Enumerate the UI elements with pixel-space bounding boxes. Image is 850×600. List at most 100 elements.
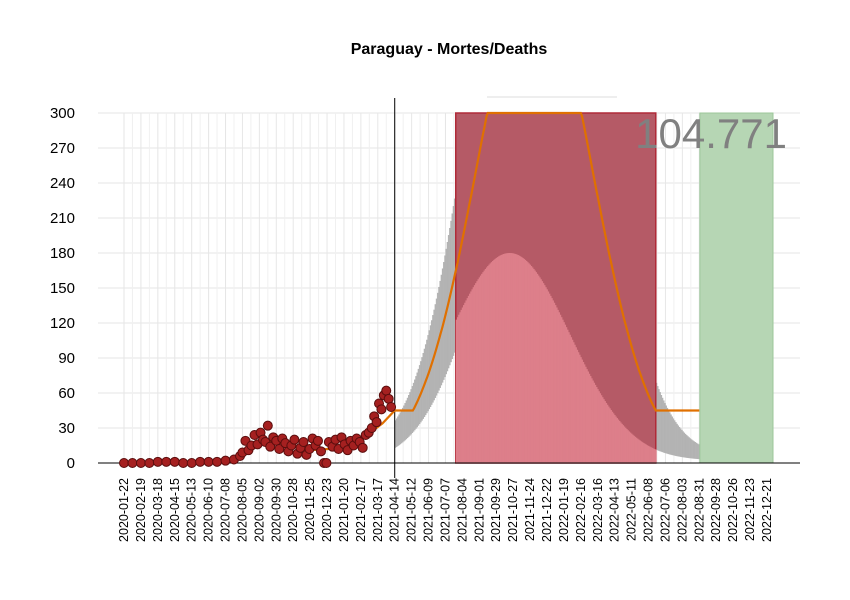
- pink-region-bar: [574, 344, 576, 463]
- pink-region-bar: [517, 255, 519, 463]
- pink-region-bar: [645, 444, 648, 463]
- pink-region-bar: [576, 349, 579, 463]
- pink-region-bar: [539, 277, 541, 463]
- pink-region-bar: [557, 309, 559, 463]
- pink-region-bar: [537, 275, 540, 463]
- pink-region-bar: [471, 289, 473, 463]
- y-tick-label: 270: [50, 140, 75, 157]
- pink-region-bar: [629, 432, 632, 463]
- pink-region-bar: [534, 270, 536, 463]
- total-annotation: 104.771: [635, 110, 787, 157]
- ci-band-bar: [659, 392, 661, 452]
- pink-region-bar: [543, 285, 546, 463]
- pink-region-bar: [585, 366, 587, 463]
- pink-region-bar: [639, 440, 641, 463]
- x-tick-label: 2020-07-08: [219, 478, 233, 542]
- data-point: [186, 458, 197, 468]
- x-tick-label: 2020-05-13: [185, 478, 199, 542]
- x-tick-label: 2022-02-16: [574, 478, 588, 542]
- y-tick-label: 120: [50, 315, 75, 332]
- pink-region-bar: [604, 401, 606, 463]
- data-point: [386, 402, 397, 412]
- x-tick-label: 2022-08-31: [692, 478, 706, 542]
- pink-region-bar: [606, 404, 609, 463]
- ci-band-bar: [403, 405, 405, 442]
- x-tick-label: 2021-05-12: [405, 478, 419, 542]
- pink-region-bar: [651, 447, 654, 463]
- pink-region-bar: [475, 283, 477, 463]
- pink-region-bar: [535, 272, 538, 463]
- ci-band-bar: [661, 397, 664, 453]
- pink-region-bar: [500, 255, 502, 463]
- pink-region-bar: [568, 332, 570, 463]
- pink-region-bar: [506, 253, 509, 463]
- x-tick-label: 2021-04-14: [388, 478, 402, 542]
- pink-region-bar: [577, 352, 580, 463]
- ci-band-bar: [397, 416, 399, 447]
- pink-region-bar: [508, 253, 511, 463]
- pink-region-bar: [582, 362, 585, 463]
- ci-band-bar: [698, 444, 700, 460]
- ci-band-bar: [684, 433, 687, 458]
- pink-region-bar: [487, 266, 489, 463]
- pink-region-bar: [618, 421, 621, 463]
- ci-band-bar: [395, 418, 398, 447]
- pink-region-bar: [476, 281, 478, 463]
- x-tick-label: 2020-04-15: [168, 478, 182, 542]
- pink-region-bar: [594, 384, 597, 463]
- pink-region-bar: [481, 273, 483, 463]
- pink-region-bar: [646, 445, 649, 463]
- x-tick-label: 2020-08-05: [235, 478, 249, 542]
- data-point: [144, 458, 155, 468]
- pink-region-bar: [521, 257, 523, 463]
- data-point: [381, 385, 392, 396]
- pink-region-bar: [510, 253, 512, 463]
- pink-region-bar: [505, 253, 507, 463]
- ci-band-bar: [694, 441, 696, 459]
- y-tick-label: 60: [58, 385, 75, 402]
- ci-band-bar: [678, 427, 681, 457]
- pink-region-bar: [595, 387, 598, 463]
- ci-band-bar: [672, 418, 675, 456]
- pink-region-bar: [620, 422, 622, 463]
- pink-region-bar: [552, 300, 554, 463]
- pink-region-bar: [621, 423, 623, 463]
- pink-region-bar: [624, 427, 627, 463]
- data-point: [212, 456, 223, 467]
- pink-region-bar: [586, 369, 588, 463]
- pink-region-bar: [528, 263, 530, 463]
- x-tick-label: 2020-06-10: [202, 478, 216, 542]
- pink-region-bar: [587, 371, 589, 463]
- pink-region-bar: [653, 449, 656, 463]
- pink-region-bar: [583, 364, 586, 463]
- pink-region-bar: [469, 293, 471, 463]
- pink-region-bar: [498, 256, 500, 463]
- pink-region-bar: [501, 254, 504, 463]
- ci-band-bar: [398, 414, 400, 446]
- pink-region-bar: [504, 253, 506, 463]
- data-point: [265, 441, 276, 452]
- pink-region-bar: [565, 327, 568, 463]
- pink-region-bar: [548, 293, 551, 463]
- ci-band-bar: [667, 410, 670, 455]
- ci-band-bar: [679, 428, 682, 457]
- pink-region-bar: [499, 255, 501, 463]
- data-point: [135, 458, 146, 468]
- pink-region-bar: [652, 448, 655, 463]
- x-axis: 2020-01-22 2020-02-19 2020-03-18 2020-04-15…: [117, 478, 774, 542]
- pink-region-bar: [581, 359, 583, 463]
- pink-region-bar: [492, 260, 494, 463]
- y-tick-label: 300: [50, 105, 75, 122]
- pink-region-bar: [623, 426, 626, 463]
- ci-band-bar: [670, 414, 672, 455]
- ci-band-bar: [669, 412, 671, 455]
- ci-band-bar: [405, 400, 408, 440]
- ci-band-bar: [695, 442, 698, 459]
- x-tick-label: 2022-04-13: [608, 478, 622, 542]
- y-tick-label: 210: [50, 210, 75, 227]
- pink-region-bar: [592, 380, 594, 463]
- ci-band-bar: [409, 392, 411, 436]
- pink-region-bar: [490, 262, 493, 463]
- fit-line: [123, 111, 700, 465]
